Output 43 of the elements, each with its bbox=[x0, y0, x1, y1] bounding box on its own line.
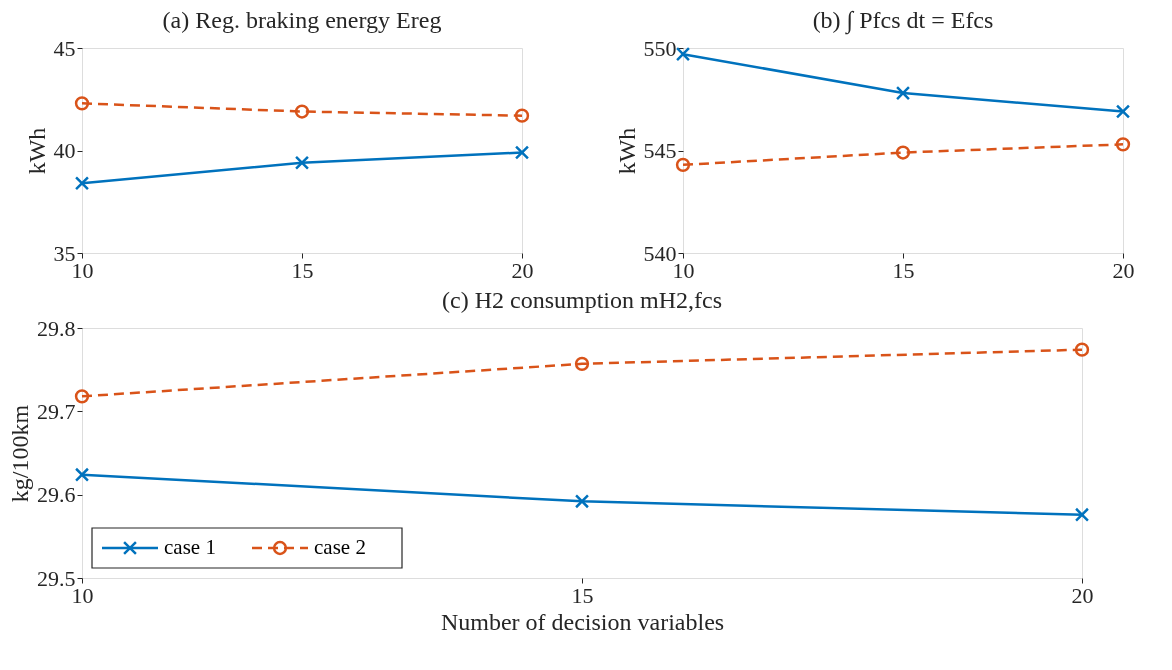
point bbox=[514, 145, 530, 160]
x-tick-label: 20 bbox=[1071, 582, 1094, 608]
y-tick-label: 540 bbox=[643, 240, 677, 266]
point bbox=[1115, 137, 1131, 152]
y-tick-label: 40 bbox=[53, 138, 76, 163]
x-tick-label: 15 bbox=[291, 257, 314, 283]
y-tick-label: 29.5 bbox=[37, 565, 76, 591]
y-tick-label: 35 bbox=[53, 240, 76, 266]
x-tick-label: 15 bbox=[571, 582, 594, 608]
y-axis-title: kWh bbox=[23, 127, 50, 175]
x-axis-title: Number of decision variables bbox=[440, 608, 725, 635]
y-tick-label: 29.7 bbox=[37, 398, 76, 424]
chart-title: (b) ∫ Pfcs dt = Efcs bbox=[812, 7, 994, 35]
point bbox=[1115, 104, 1131, 119]
chart-title: (c) H2 consumption mH2,fcs bbox=[442, 287, 722, 313]
x-tick-label: 15 bbox=[892, 257, 915, 283]
x-tick-label: 20 bbox=[1112, 257, 1135, 283]
point bbox=[574, 494, 590, 509]
y-tick-label: 545 bbox=[643, 138, 677, 163]
point bbox=[675, 157, 691, 172]
point bbox=[74, 467, 90, 482]
point bbox=[574, 356, 590, 371]
y-axis-title: kWh bbox=[613, 127, 640, 175]
legend-label: case 2 bbox=[314, 535, 366, 559]
point bbox=[294, 155, 310, 170]
point bbox=[895, 145, 911, 160]
point bbox=[1074, 507, 1090, 522]
point bbox=[74, 96, 90, 111]
point bbox=[1074, 342, 1090, 357]
x-tick-label: 20 bbox=[511, 257, 534, 283]
point bbox=[895, 85, 911, 101]
point bbox=[294, 104, 310, 119]
point bbox=[74, 176, 90, 191]
point bbox=[514, 108, 530, 123]
point bbox=[74, 389, 90, 404]
legend-label: case 1 bbox=[164, 535, 216, 559]
y-axis-title: kg/100km bbox=[7, 404, 33, 503]
chart-title: (a) Reg. braking energy Ereg bbox=[162, 7, 442, 33]
point bbox=[675, 46, 691, 62]
y-tick-label: 45 bbox=[53, 35, 76, 61]
y-tick-label: 550 bbox=[643, 35, 677, 61]
y-tick-label: 29.8 bbox=[37, 315, 76, 341]
y-tick-label: 29.6 bbox=[37, 482, 76, 508]
